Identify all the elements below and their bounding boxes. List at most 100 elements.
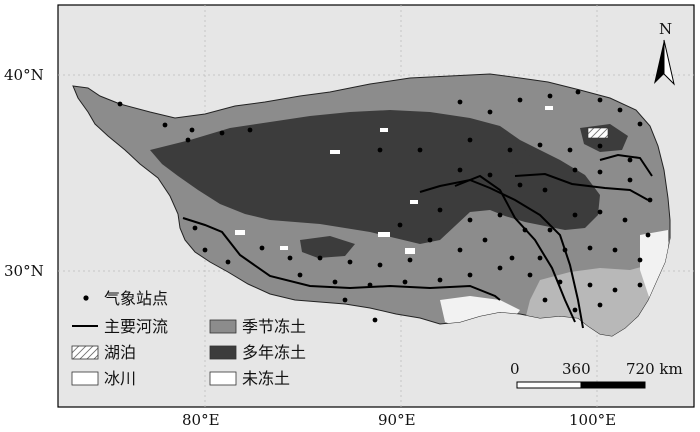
station-point: [317, 255, 323, 261]
station-point: [645, 232, 651, 238]
station-point: [467, 272, 473, 278]
station-point: [372, 317, 378, 323]
lowland-area: [520, 238, 670, 336]
station-point: [509, 255, 515, 261]
station-point: [547, 93, 553, 99]
station-point: [189, 127, 195, 133]
station-point: [487, 109, 493, 115]
station-point: [537, 142, 543, 148]
station-point: [247, 127, 253, 133]
weather-stations: [117, 89, 653, 323]
lat-label-40: 40°N: [4, 66, 44, 84]
lon-label-90: 90°E: [378, 411, 416, 429]
station-point: [597, 97, 603, 103]
legend-unfrozen-symbol: [209, 371, 237, 386]
station-point: [202, 247, 208, 253]
legend-permafrost-symbol: [209, 345, 237, 360]
station-point: [597, 143, 603, 149]
station-point: [572, 212, 578, 218]
station-point: [587, 245, 593, 251]
station-point: [517, 97, 523, 103]
station-point: [647, 197, 653, 203]
scale-bar: 0 360 720 km: [510, 360, 683, 389]
station-point: [612, 247, 618, 253]
legend-label-seasonal: 季节冻土: [242, 317, 306, 336]
station-point: [367, 282, 373, 288]
svg-text:N: N: [659, 20, 672, 38]
station-point: [572, 167, 578, 173]
station-point: [497, 212, 503, 218]
station-point: [637, 282, 643, 288]
station-point: [627, 177, 633, 183]
legend-label-glaciers: 冰川: [104, 369, 136, 388]
station-point: [407, 257, 413, 263]
station-point: [527, 272, 533, 278]
station-point: [567, 147, 573, 153]
station-point: [417, 147, 423, 153]
permafrost-area: [300, 236, 355, 258]
legend: 气象站点 主要河流 湖泊 冰川 季节冻土 多年冻土 未冻土: [71, 289, 306, 388]
station-point: [542, 297, 548, 303]
station-point: [537, 255, 543, 261]
station-point: [507, 147, 513, 153]
station-point: [162, 122, 168, 128]
legend-lake-symbol: [71, 345, 99, 360]
station-point: [437, 207, 443, 213]
station-point: [377, 147, 383, 153]
station-point: [185, 137, 191, 143]
station-point: [597, 302, 603, 308]
station-point: [342, 297, 348, 303]
station-point: [402, 279, 408, 285]
legend-seasonal-symbol: [209, 319, 237, 334]
station-point: [572, 307, 578, 313]
station-point: [397, 222, 403, 228]
station-point: [612, 287, 618, 293]
station-point: [117, 101, 123, 107]
station-point: [297, 272, 303, 278]
station-point: [522, 227, 528, 233]
lake: [587, 127, 609, 139]
lon-label-100: 100°E: [569, 411, 616, 429]
station-point: [482, 237, 488, 243]
legend-label-rivers: 主要河流: [104, 317, 168, 336]
station-point: [517, 182, 523, 188]
station-point: [627, 157, 633, 163]
lat-label-30: 30°N: [4, 262, 44, 280]
station-point: [637, 121, 643, 127]
station-point: [287, 255, 293, 261]
legend-label-unfrozen: 未冻土: [242, 369, 290, 388]
legend-station-symbol: [83, 295, 89, 301]
station-point: [377, 262, 383, 268]
scale-label-720: 720 km: [626, 360, 683, 378]
station-point: [225, 259, 231, 265]
station-point: [597, 209, 603, 215]
north-arrow-icon: N: [654, 20, 675, 86]
station-point: [457, 99, 463, 105]
station-point: [219, 130, 225, 136]
legend-label-permafrost: 多年冻土: [242, 343, 306, 362]
station-point: [617, 107, 623, 113]
station-point: [427, 237, 433, 243]
station-point: [332, 279, 338, 285]
legend-label-stations: 气象站点: [104, 289, 168, 308]
station-point: [587, 282, 593, 288]
legend-label-lakes: 湖泊: [104, 343, 136, 362]
station-point: [557, 279, 563, 285]
permafrost-area: [470, 136, 530, 164]
legend-glacier-symbol: [71, 371, 99, 386]
station-point: [457, 167, 463, 173]
station-point: [637, 257, 643, 263]
lon-label-80: 80°E: [182, 411, 220, 429]
plateau-region: [72, 73, 671, 337]
station-point: [467, 137, 473, 143]
station-point: [259, 245, 265, 251]
station-point: [497, 265, 503, 271]
station-point: [437, 277, 443, 283]
scale-label-360: 360: [562, 360, 591, 378]
station-point: [347, 259, 353, 265]
scale-label-0: 0: [510, 360, 520, 378]
station-point: [467, 217, 473, 223]
station-point: [457, 247, 463, 253]
station-point: [622, 217, 628, 223]
